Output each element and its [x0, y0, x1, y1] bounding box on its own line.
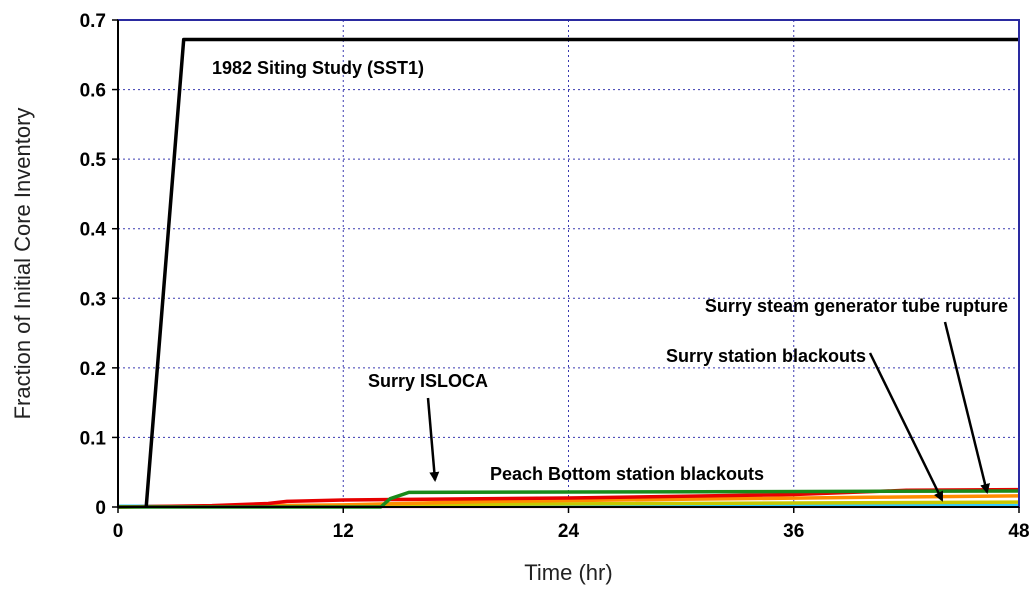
y-tick-label: 0.7 [80, 11, 106, 32]
annotation-sst1: 1982 Siting Study (SST1) [212, 58, 424, 78]
x-tick-label: 48 [1008, 521, 1029, 542]
annotation-arrow-isloca [426, 397, 440, 482]
axes [112, 19, 1020, 513]
y-tick-label: 0 [95, 498, 106, 519]
annotations: 1982 Siting Study (SST1) Surry steam gene… [212, 58, 1008, 502]
annotation-pbsbo: Peach Bottom station blackouts [490, 464, 764, 484]
tick-labels: 0 12 24 36 48 0 0.1 0.2 0.3 0.4 0.5 0.6 0.7 [80, 11, 1030, 542]
annotation-isloca: Surry ISLOCA [368, 371, 488, 391]
x-tick-label: 24 [558, 521, 580, 542]
plot-area-frame [117, 19, 1020, 508]
x-tick-label: 0 [113, 521, 124, 542]
y-axis-title: Fraction of Initial Core Inventory [10, 108, 35, 420]
x-tick-label: 36 [783, 521, 804, 542]
series-line-0 [144, 37, 1019, 508]
y-tick-label: 0.2 [80, 359, 106, 380]
annotation-arrow-ssbo [868, 352, 944, 502]
annotation-arrow-sgtr [943, 321, 990, 494]
y-tick-label: 0.4 [80, 220, 107, 241]
grid [118, 20, 1019, 507]
y-tick-label: 0.1 [80, 428, 107, 449]
annotation-ssbo: Surry station blackouts [666, 346, 866, 366]
y-tick-label: 0.3 [80, 289, 106, 310]
y-tick-label: 0.5 [80, 150, 107, 171]
x-axis-title: Time (hr) [524, 560, 612, 585]
y-tick-label: 0.6 [80, 81, 106, 102]
annotation-sgtr: Surry steam generator tube rupture [705, 296, 1008, 316]
x-tick-label: 12 [333, 521, 354, 542]
